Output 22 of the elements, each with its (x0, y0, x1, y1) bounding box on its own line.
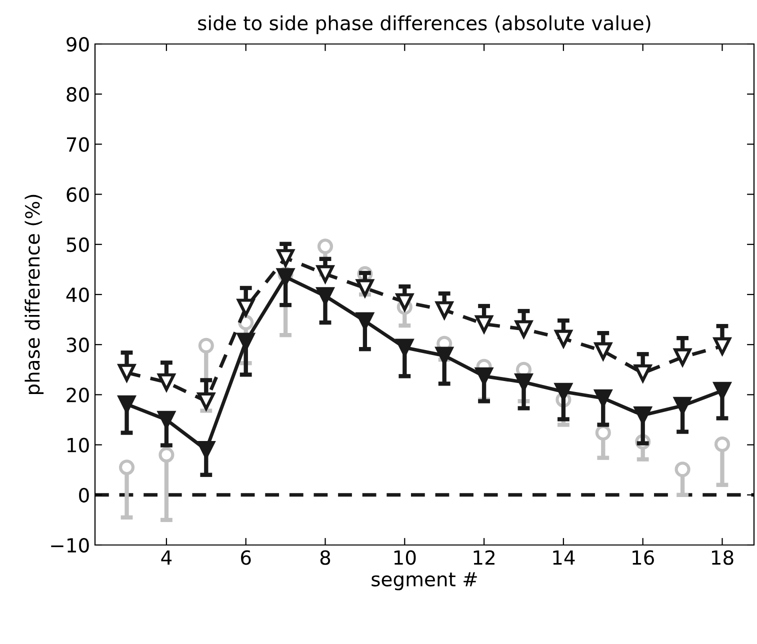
x-tick-label: 8 (320, 550, 330, 565)
x-tick-label: 10 (394, 550, 416, 565)
y-tick-label: 50 (66, 237, 89, 252)
y-axis-title: phase difference (%) (24, 194, 44, 394)
x-tick-label: 14 (553, 550, 575, 565)
x-tick-label: 6 (241, 550, 251, 565)
y-tick-label: −10 (51, 538, 89, 553)
y-tick-label: 60 (66, 187, 89, 202)
y-tick-label: 0 (79, 488, 89, 503)
x-axis-title: segment # (372, 572, 477, 590)
y-tick-label: 40 (66, 287, 89, 302)
chart-title: side to side phase differences (absolute value) (198, 15, 650, 34)
y-tick-label: 20 (66, 388, 89, 402)
y-tick-label: 80 (66, 87, 89, 102)
y-tick-label: 10 (68, 438, 89, 452)
y-tick-label: 90 (66, 36, 89, 52)
x-tick-label: 16 (632, 550, 654, 565)
y-tick-label: 70 (66, 137, 89, 152)
x-tick-label: 4 (161, 550, 172, 565)
x-tick-label: 12 (474, 550, 494, 565)
x-tick-label: 18 (712, 550, 734, 565)
y-tick-label: 30 (66, 338, 89, 352)
